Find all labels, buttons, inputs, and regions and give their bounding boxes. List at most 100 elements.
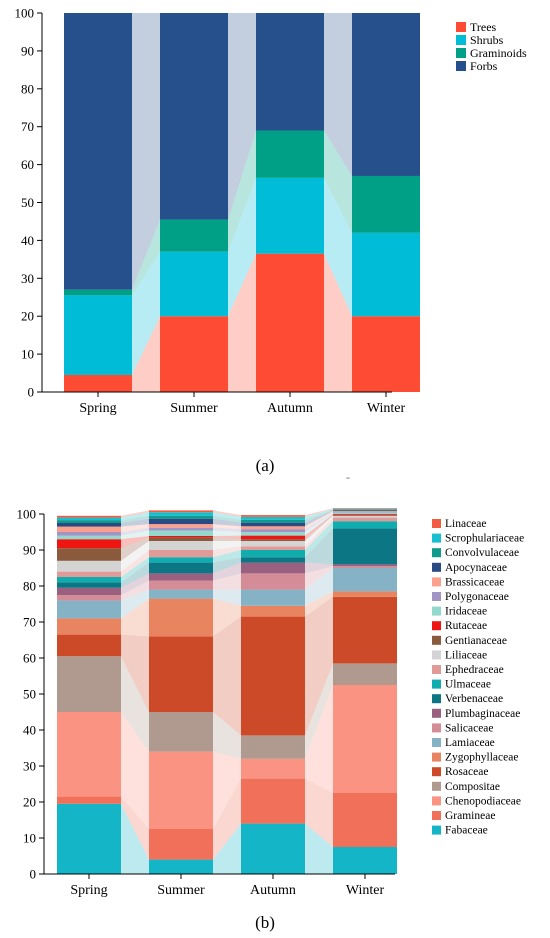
panel-a-bar-summer-trees bbox=[160, 316, 228, 392]
panel-b-bar-autumn-linaceae bbox=[241, 515, 305, 517]
panel-b-bar-winter-linaceae bbox=[333, 508, 397, 509]
panel-b-bar-spring-liliaceae bbox=[57, 560, 121, 572]
panel-a-y-tick-label: 70 bbox=[21, 119, 34, 134]
panel-b-legend-item: Lamiaceae bbox=[432, 737, 495, 749]
panel-a-connector-trees bbox=[132, 316, 160, 392]
panel-a-y-tick-label: 90 bbox=[21, 43, 34, 58]
panel-a-y-tick-label: 100 bbox=[15, 6, 35, 21]
panel-b-connector-polygonaceae bbox=[213, 527, 241, 532]
panel-b-bar-autumn-convolvulaceae bbox=[241, 519, 305, 523]
panel-b-connector-scrophulariaceae bbox=[305, 508, 333, 520]
panel-b-bar-winter-plumbaginaceae bbox=[333, 564, 397, 567]
panel-b-legend-swatch bbox=[432, 519, 441, 528]
panel-b-bar-winter-polygonaceae bbox=[333, 512, 397, 513]
panel-b-connector-ephedraceae bbox=[121, 550, 149, 577]
panel-b-legend-swatch bbox=[432, 650, 441, 660]
panel-a-connector-graminoids bbox=[132, 219, 160, 296]
panel-b-legend-item: Compositae bbox=[432, 781, 500, 793]
panel-b-legend-item: Ulmaceae bbox=[432, 679, 491, 691]
panel-b-bar-summer-liliaceae bbox=[149, 541, 213, 550]
panel-a-connector-forbs bbox=[132, 13, 160, 290]
panel-b-connector-compositae bbox=[305, 663, 333, 759]
panel-b-bar-spring-linaceae bbox=[57, 515, 121, 518]
panel-b-bar-winter-iridaceae bbox=[333, 512, 397, 514]
panel-a-x-axis: Spring Summer Autumn Winter bbox=[42, 391, 405, 416]
panel-b-y-tick-label: 70 bbox=[23, 615, 36, 630]
panel-b-bar-spring-rosaceae bbox=[57, 634, 121, 657]
panel-b-legend-swatch bbox=[432, 592, 441, 601]
panel-b-bar-summer-iridaceae bbox=[149, 530, 213, 536]
panel-b-bar-group-summer bbox=[149, 510, 213, 874]
panel-b-bar-winter-liliaceae bbox=[333, 515, 397, 518]
panel-b-connector-fabaceae bbox=[121, 803, 149, 874]
panel-a-connector-forbs bbox=[228, 13, 256, 220]
panel-b-legend-item: Chenopodiaceae bbox=[432, 795, 521, 807]
panel-b-y-tick-label: 50 bbox=[23, 687, 36, 702]
panel-b-y-tick-label: 100 bbox=[17, 507, 37, 522]
panel-b-y-tick-label: 90 bbox=[23, 543, 36, 558]
panel-b-legend-item: Plumbaginaceae bbox=[432, 708, 520, 720]
panel-b-connector-rosaceae bbox=[305, 596, 333, 736]
panel-b-connector-gramineae bbox=[121, 796, 149, 860]
panel-b-bar-autumn-ephedraceae bbox=[241, 546, 305, 550]
panel-b-y-tick-label: 30 bbox=[23, 759, 36, 774]
panel-b-connector-linaceae bbox=[213, 510, 241, 517]
panel-b-bar-summer-gramineae bbox=[149, 829, 213, 860]
panel-b-legend-label: Gramineae bbox=[445, 810, 495, 822]
panel-a-chart: 0 10 20 30 40 50 60 70 80 90 100 Spring Summer Autumn… bbox=[15, 6, 527, 417]
panel-b-legend-label: Zygophyllaceae bbox=[445, 752, 518, 764]
panel-a-legend-item: Trees bbox=[456, 20, 497, 34]
panel-b-y-tick-label: 80 bbox=[23, 579, 36, 594]
panel-b-legend-item: Brassicaceae bbox=[432, 576, 504, 588]
panel-b-bar-autumn-ulmaceae bbox=[241, 550, 305, 558]
panel-b-bar-autumn-zygophyllaceae bbox=[241, 605, 305, 617]
panel-b-chart: 0 10 20 30 40 50 60 70 80 90 100 Spring Summer Autumn… bbox=[17, 507, 525, 899]
panel-b-legend-swatch bbox=[432, 635, 441, 645]
panel-b-bar-spring-scrophulariaceae bbox=[57, 517, 121, 521]
panel-b-legend-label: Rosaceae bbox=[445, 766, 488, 778]
panel-b-connector-brassicaceae bbox=[305, 511, 333, 530]
panel-b-bar-winter-rutaceae bbox=[333, 514, 397, 515]
panel-b-connector-iridaceae bbox=[121, 530, 149, 540]
panel-a-y-axis: 0 10 20 30 40 50 60 70 80 90 100 bbox=[15, 6, 43, 400]
panel-b-connector-plumbaginaceae bbox=[213, 562, 241, 581]
panel-b-connector-gentianaceae bbox=[305, 514, 333, 541]
panel-a-bar-autumn-trees bbox=[256, 253, 324, 392]
panel-a-y-tick-label: 60 bbox=[21, 157, 34, 172]
panel-a-connector-graminoids bbox=[228, 130, 256, 252]
panel-b-bar-winter-salicaceae bbox=[333, 566, 397, 568]
panel-a-y-tick-label: 20 bbox=[21, 309, 34, 324]
panel-b-connector-compositae bbox=[121, 656, 149, 752]
panel-b-legend-item: Rosaceae bbox=[432, 766, 488, 778]
panel-b-legend-item: Iridaceae bbox=[432, 606, 487, 618]
panel-b-bar-autumn-gentianaceae bbox=[241, 539, 305, 541]
panel-b-x-tick-label-spring: Spring bbox=[70, 883, 107, 898]
panel-b-bar-winter-compositae bbox=[333, 663, 397, 685]
panel-b-bar-autumn-scrophulariaceae bbox=[241, 516, 305, 520]
panel-b-bar-spring-zygophyllaceae bbox=[57, 618, 121, 635]
panel-b-legend-label: Linaceae bbox=[445, 518, 487, 530]
panel-a-connector-graminoids bbox=[324, 130, 352, 233]
panel-a-bar-summer-forbs bbox=[160, 13, 228, 220]
panel-b-legend-item: Salicaceae bbox=[432, 722, 494, 734]
panel-b-connector-rosaceae bbox=[213, 616, 241, 736]
panel-b-bar-autumn-brassicaceae bbox=[241, 526, 305, 530]
panel-b-bar-group-spring bbox=[57, 515, 121, 874]
panel-b-bar-spring-verbenaceae bbox=[57, 582, 121, 588]
panel-b-connector-linaceae bbox=[121, 510, 149, 518]
panel-b-bar-spring-brassicaceae bbox=[57, 526, 121, 532]
panel-b-connector-apocynaceae bbox=[213, 518, 241, 527]
panel-b-connector-brassicaceae bbox=[121, 524, 149, 532]
panel-b-legend-item: Gentianaceae bbox=[432, 635, 507, 647]
panel-b-label: (b) bbox=[255, 913, 275, 932]
panel-b-connector-chenopodiaceae bbox=[121, 712, 149, 829]
panel-b-bar-winter-lamiaceae bbox=[333, 568, 397, 592]
panel-a-bar-spring-forbs bbox=[64, 13, 132, 290]
panel-a-connector-shrubs bbox=[132, 251, 160, 375]
panel-a-bar-autumn-forbs bbox=[256, 13, 324, 131]
panel-b-bar-winter-rosaceae bbox=[333, 596, 397, 664]
panel-b-y-tick-label: 40 bbox=[23, 723, 36, 738]
panel-a-bar-winter-trees bbox=[352, 316, 420, 392]
panel-b-bar-spring-convolvulaceae bbox=[57, 520, 121, 523]
